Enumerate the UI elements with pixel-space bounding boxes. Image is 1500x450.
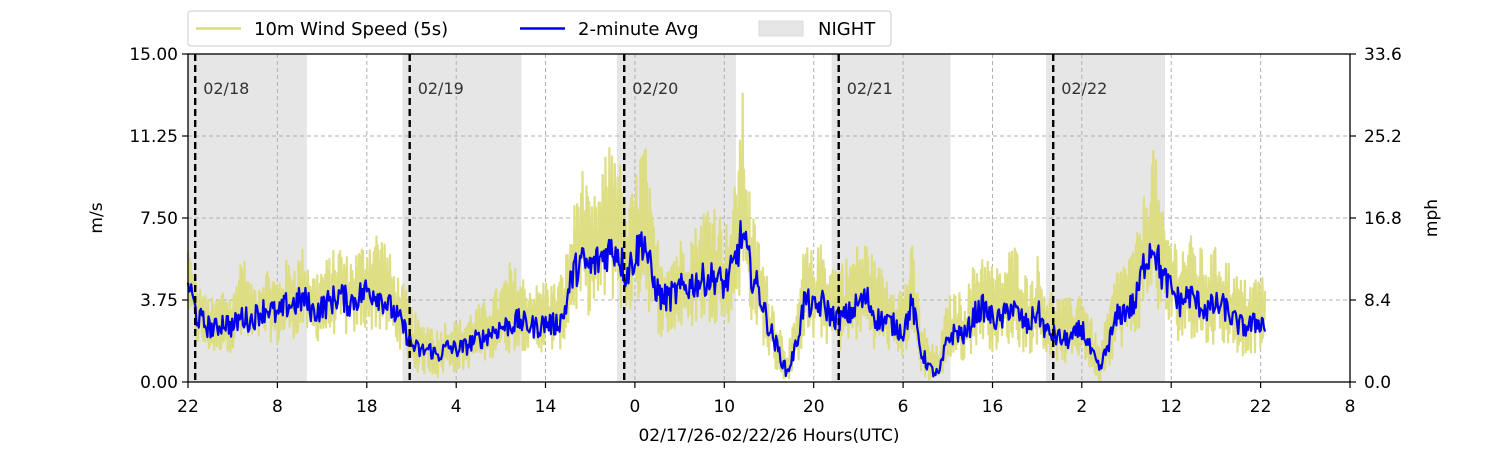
day-marker-label: 02/20	[632, 79, 678, 98]
legend-swatch-night	[758, 20, 804, 37]
y-right-tick-label: 0.0	[1364, 373, 1391, 393]
y-right-axis-label: mph	[1422, 199, 1442, 237]
x-tick-label: 0	[629, 397, 640, 417]
day-marker-label: 02/22	[1061, 79, 1107, 98]
y-right-tick-label: 33.6	[1364, 45, 1402, 65]
legend-label-2min-avg: 2-minute Avg	[578, 19, 699, 40]
legend: 10m Wind Speed (5s) 2-minute Avg NIGHT	[187, 10, 892, 47]
y-tick-label: 7.50	[140, 209, 178, 229]
y-tick-label: 0.00	[140, 373, 178, 393]
y-right-tick-layer: 0.0 8.4 16.8 25.2 33.6	[1350, 45, 1402, 393]
x-tick-label: 18	[356, 397, 378, 417]
x-tick-label: 10	[713, 397, 735, 417]
day-marker-label: 02/19	[418, 79, 464, 98]
x-tick-label: 22	[177, 397, 199, 417]
x-tick-label: 4	[451, 397, 462, 417]
x-tick-label: 20	[803, 397, 825, 417]
x-tick-label: 8	[1345, 397, 1356, 417]
x-tick-label: 22	[1250, 397, 1272, 417]
y-tick-label: 3.75	[140, 291, 178, 311]
day-marker-layer: 02/18 02/19 02/20 02/21 02/22	[193, 54, 1107, 382]
y-tick-layer: 0.00 3.75 7.50 11.25 15.00	[129, 45, 188, 393]
day-marker-label: 02/18	[203, 79, 249, 98]
x-tick-label: 2	[1076, 397, 1087, 417]
y-tick-label: 11.25	[129, 127, 178, 147]
x-axis-label: 02/17/26-02/22/26 Hours(UTC)	[638, 426, 899, 446]
y-right-tick-label: 8.4	[1364, 291, 1391, 311]
x-tick-label: 14	[535, 397, 557, 417]
x-tick-label: 16	[982, 397, 1004, 417]
day-marker-label: 02/21	[847, 79, 893, 98]
y-tick-label: 15.00	[129, 45, 178, 65]
legend-label-wind-speed: 10m Wind Speed (5s)	[254, 19, 448, 40]
x-tick-label: 8	[272, 397, 283, 417]
y-right-tick-label: 16.8	[1364, 209, 1402, 229]
series-line-2min-avg	[186, 220, 1267, 378]
legend-label-night: NIGHT	[818, 19, 876, 40]
y-right-tick-label: 25.2	[1364, 127, 1402, 147]
y-axis-label: m/s	[87, 202, 107, 233]
series-layer	[186, 92, 1267, 382]
x-tick-layer: 22 8 18 4 14 0 10 20 6 16 2 12 22 8	[177, 382, 1355, 417]
x-tick-label: 6	[898, 397, 909, 417]
x-tick-label: 12	[1160, 397, 1182, 417]
